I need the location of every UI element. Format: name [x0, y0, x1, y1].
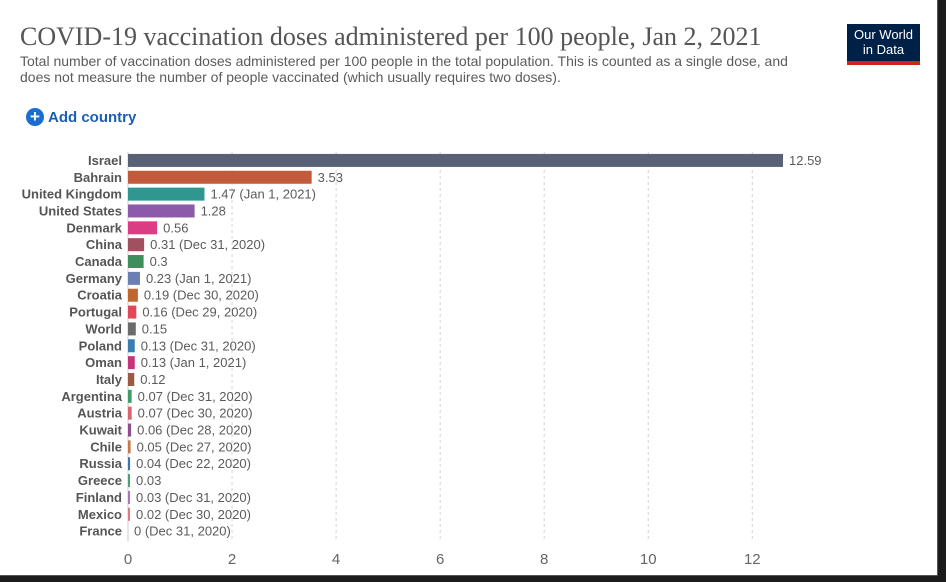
- value-label-croatia: 0.19 (Dec 30, 2020): [144, 288, 259, 303]
- x-tick-label: 10: [640, 551, 657, 568]
- category-label-united-kingdom: United Kingdom: [22, 187, 122, 202]
- category-label-germany: Germany: [66, 271, 123, 286]
- logo-line-1: Our World: [854, 27, 913, 42]
- value-label-poland: 0.13 (Dec 31, 2020): [141, 338, 256, 353]
- category-label-united-states: United States: [39, 203, 122, 218]
- category-label-kuwait: Kuwait: [79, 423, 122, 438]
- value-label-finland: 0.03 (Dec 31, 2020): [136, 490, 251, 505]
- bar-kuwait: [128, 423, 132, 437]
- bar-finland: [128, 490, 130, 504]
- value-label-mexico: 0.02 (Dec 30, 2020): [136, 507, 251, 522]
- category-label-world: World: [85, 321, 122, 336]
- bar-poland: [128, 339, 135, 353]
- category-label-greece: Greece: [78, 473, 122, 488]
- bar-italy: [128, 372, 135, 386]
- category-label-chile: Chile: [90, 439, 122, 454]
- bar-mexico: [128, 507, 130, 521]
- x-tick-label: 0: [124, 551, 132, 568]
- category-label-china: China: [86, 237, 123, 252]
- logo-line-2: in Data: [862, 42, 905, 57]
- value-label-kuwait: 0.06 (Dec 28, 2020): [137, 423, 252, 438]
- value-label-russia: 0.04 (Dec 22, 2020): [136, 456, 251, 471]
- value-label-argentina: 0.07 (Dec 31, 2020): [138, 389, 253, 404]
- bar-china: [128, 238, 145, 252]
- category-label-canada: Canada: [75, 254, 123, 269]
- x-tick-label: 8: [540, 551, 548, 568]
- logo-accent-bar: [847, 61, 920, 65]
- value-label-italy: 0.12: [140, 372, 165, 387]
- bar-oman: [128, 356, 135, 370]
- bar-israel: [128, 153, 783, 167]
- category-label-oman: Oman: [85, 355, 122, 370]
- category-label-bahrain: Bahrain: [74, 170, 122, 185]
- value-label-portugal: 0.16 (Dec 29, 2020): [142, 305, 257, 320]
- category-label-israel: Israel: [88, 153, 122, 168]
- x-tick-label: 4: [332, 551, 340, 568]
- value-label-united-states: 1.28: [201, 203, 226, 218]
- add-country-label: Add country: [48, 108, 137, 126]
- bar-germany: [128, 271, 140, 285]
- x-tick-label: 6: [436, 551, 444, 568]
- bar-russia: [128, 457, 131, 471]
- bar-greece: [128, 474, 130, 488]
- category-label-poland: Poland: [79, 338, 122, 353]
- value-label-germany: 0.23 (Jan 1, 2021): [146, 271, 252, 286]
- bar-united-kingdom: [128, 187, 205, 201]
- chart-title: COVID-19 vaccination doses administered …: [20, 22, 762, 51]
- category-label-austria: Austria: [77, 406, 123, 421]
- category-label-portugal: Portugal: [69, 305, 122, 320]
- chart-subtitle: Total number of vaccination doses admini…: [20, 53, 788, 85]
- value-label-oman: 0.13 (Jan 1, 2021): [141, 355, 247, 370]
- bar-united-states: [128, 204, 195, 218]
- bar-denmark: [128, 221, 158, 235]
- bar-portugal: [128, 305, 137, 319]
- bar-argentina: [128, 389, 132, 403]
- bar-croatia: [128, 288, 138, 302]
- category-label-mexico: Mexico: [78, 507, 122, 522]
- bar-bahrain: [128, 170, 312, 184]
- add-country-button[interactable]: + Add country: [26, 108, 136, 126]
- bar-austria: [128, 406, 132, 420]
- value-label-china: 0.31 (Dec 31, 2020): [150, 237, 265, 252]
- category-label-france: France: [79, 524, 122, 539]
- value-label-canada: 0.3: [150, 254, 168, 269]
- value-label-austria: 0.07 (Dec 30, 2020): [138, 406, 253, 421]
- category-label-finland: Finland: [76, 490, 122, 505]
- category-label-argentina: Argentina: [61, 389, 122, 404]
- value-label-united-kingdom: 1.47 (Jan 1, 2021): [210, 187, 316, 202]
- value-label-israel: 12.59: [789, 153, 822, 168]
- owid-logo[interactable]: Our World in Data: [847, 24, 920, 65]
- category-label-italy: Italy: [96, 372, 123, 387]
- category-label-russia: Russia: [79, 456, 122, 471]
- value-label-france: 0 (Dec 31, 2020): [134, 524, 231, 539]
- category-label-denmark: Denmark: [66, 220, 122, 235]
- bar-chart: 0 2 4 6 8 10 12 Israel 12.59 Bahrain 3.53 United Ki…: [22, 152, 822, 568]
- value-label-denmark: 0.56: [163, 220, 188, 235]
- value-label-greece: 0.03: [136, 473, 161, 488]
- bar-world: [128, 322, 136, 336]
- plus-circle-icon: +: [26, 108, 44, 126]
- x-tick-label: 12: [744, 551, 761, 568]
- bar-chile: [128, 440, 131, 454]
- bar-canada: [128, 255, 144, 269]
- category-label-croatia: Croatia: [77, 288, 123, 303]
- value-label-world: 0.15: [142, 321, 167, 336]
- value-label-bahrain: 3.53: [318, 170, 343, 185]
- value-label-chile: 0.05 (Dec 27, 2020): [137, 439, 252, 454]
- x-tick-label: 2: [228, 551, 236, 568]
